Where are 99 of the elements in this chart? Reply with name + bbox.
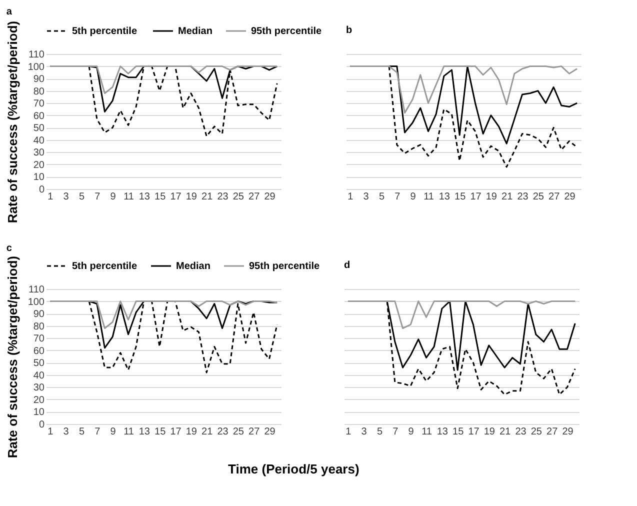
x-tick-label: 11 (422, 426, 432, 438)
y-tick-label: 0 (38, 420, 45, 430)
x-tick-label: 3 (63, 426, 70, 438)
x-tick-label: 9 (110, 426, 116, 438)
x-tick-label: 7 (392, 426, 399, 438)
x-tick-label: 17 (470, 192, 482, 202)
x-tick-label: 29 (264, 192, 276, 202)
x-tick-label: 1 (348, 192, 354, 202)
y-tick-label: 80 (33, 321, 45, 332)
x-tick-label: 21 (202, 426, 214, 438)
y-tick-label: 50 (33, 123, 45, 134)
x-tick-label: 15 (452, 426, 464, 438)
y-tick-label: 100 (28, 296, 45, 308)
x-tick-label: 13 (436, 426, 448, 438)
x-tick-label: 25 (532, 192, 544, 202)
legend-label: 5th percentile (72, 261, 138, 272)
y-tick-label: 0 (38, 184, 45, 196)
x-tick-label: 1 (48, 426, 54, 438)
chart-title: b (346, 25, 352, 36)
legend-label: Median (178, 26, 212, 37)
x-tick-label: 11 (124, 192, 134, 202)
x-tick-label: 9 (410, 192, 416, 202)
x-tick-label: 15 (154, 426, 166, 438)
x-tick-label: 29 (562, 426, 574, 438)
x-tick-label: 11 (424, 192, 434, 202)
y-tick-label: 60 (33, 110, 45, 122)
x-tick-label: 21 (202, 192, 214, 202)
x-tick-label: 23 (517, 192, 529, 202)
x-tick-label: 23 (515, 426, 527, 438)
y-tick-label: 110 (28, 50, 45, 60)
y-tick-label: 90 (33, 74, 45, 86)
x-tick-label: 7 (94, 426, 101, 438)
line-series (49, 300, 278, 330)
chart-title: d (344, 260, 350, 271)
y-tick-label: 100 (28, 62, 45, 73)
x-tick-label: 7 (94, 192, 101, 202)
x-tick-label: 23 (217, 426, 229, 438)
x-tick-label: 27 (248, 192, 260, 202)
x-tick-label: 29 (564, 192, 576, 202)
x-tick-label: 19 (486, 192, 498, 202)
x-tick-label: 9 (110, 192, 116, 202)
legend-label: 95th percentile (251, 26, 322, 37)
y-tick-label: 10 (33, 172, 45, 184)
x-tick-label: 3 (363, 192, 370, 202)
x-tick-label: 25 (232, 192, 244, 202)
y-axis-title: Rate of success (%target/period) (4, 20, 20, 224)
y-tick-label: 40 (33, 135, 45, 146)
x-tick-label: 17 (170, 426, 182, 438)
x-axis-title: Time (Period/5 years) (228, 462, 360, 477)
x-tick-label: 27 (546, 426, 558, 438)
chart-title: c (6, 243, 12, 254)
y-tick-label: 20 (33, 394, 45, 406)
y-tick-label: 80 (33, 86, 45, 98)
y-tick-label: 110 (28, 284, 45, 296)
y-tick-label: 70 (33, 334, 45, 345)
x-tick-label: 17 (468, 426, 480, 438)
x-tick-label: 5 (378, 192, 385, 202)
x-tick-label: 13 (138, 192, 150, 202)
x-tick-label: 5 (376, 426, 383, 438)
x-tick-label: 15 (154, 192, 166, 202)
chart-title: a (6, 6, 12, 18)
x-tick-label: 17 (170, 192, 182, 202)
x-tick-label: 29 (264, 426, 276, 438)
y-tick-label: 30 (33, 148, 45, 159)
y-tick-label: 50 (33, 358, 45, 370)
y-axis-title: Rate of success (%target/period) (4, 256, 20, 458)
x-tick-label: 15 (454, 192, 466, 202)
x-tick-label: 25 (232, 426, 244, 438)
x-tick-label: 19 (484, 426, 496, 438)
legend-label: 95th percentile (249, 261, 320, 272)
y-tick-label: 90 (33, 309, 45, 320)
x-tick-label: 5 (78, 426, 85, 438)
x-tick-label: 25 (530, 426, 542, 438)
x-tick-label: 13 (138, 426, 150, 438)
x-tick-label: 1 (346, 426, 352, 438)
y-tick-label: 20 (33, 160, 45, 171)
x-tick-label: 21 (500, 426, 512, 438)
legend-label: Median (176, 261, 210, 272)
legend-label: 5th percentile (72, 26, 138, 37)
x-tick-label: 23 (217, 192, 229, 202)
x-tick-label: 1 (48, 192, 54, 202)
x-tick-label: 3 (63, 192, 70, 202)
x-tick-label: 19 (186, 426, 198, 438)
y-tick-label: 40 (33, 370, 45, 382)
x-tick-label: 27 (548, 192, 560, 202)
x-tick-label: 3 (361, 426, 368, 438)
x-tick-label: 21 (502, 192, 514, 202)
x-tick-label: 13 (438, 192, 450, 202)
x-tick-label: 19 (186, 192, 198, 202)
x-tick-label: 5 (78, 192, 85, 202)
y-tick-label: 30 (33, 382, 45, 394)
y-tick-label: 60 (33, 346, 45, 357)
x-tick-label: 11 (124, 426, 134, 438)
y-tick-label: 10 (33, 407, 45, 418)
x-tick-label: 7 (394, 192, 401, 202)
line-series (49, 66, 278, 94)
x-tick-label: 9 (408, 426, 414, 438)
y-tick-label: 70 (33, 98, 45, 110)
x-tick-label: 27 (248, 426, 260, 438)
